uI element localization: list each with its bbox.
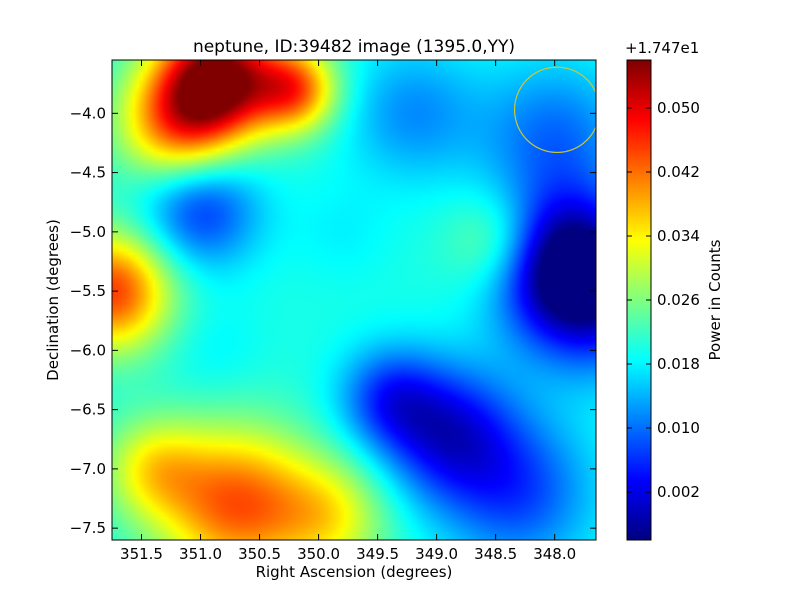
- x-tick-label: 348.0: [533, 545, 576, 563]
- colorbar-offset-label: +1.747e1: [625, 39, 699, 57]
- x-axis: 351.5 351.0 350.5 350.0 349.5 349.0 348.5 348.0: [120, 60, 576, 563]
- annotations: [513, 66, 596, 154]
- x-tick-label: 350.5: [238, 545, 281, 563]
- chart-title: neptune, ID:39482 image (1395.0,YY): [193, 37, 515, 57]
- colorbar-tick-label: 0.034: [657, 227, 700, 245]
- heatmap: [112, 60, 596, 540]
- colorbar-label: Power in Counts: [706, 239, 724, 360]
- y-tick-label: −7.0: [70, 460, 106, 478]
- y-tick-label: −7.5: [70, 519, 106, 537]
- x-tick-label: 349.5: [356, 545, 399, 563]
- colorbar-tick-label: 0.018: [657, 355, 700, 373]
- annotation-circle-0: [513, 66, 596, 154]
- colorbar-tick-label: 0.010: [657, 419, 700, 437]
- colorbar-tick-label: 0.050: [657, 99, 700, 117]
- colorbar-tick-label: 0.042: [657, 163, 700, 181]
- x-tick-label: 348.5: [474, 545, 517, 563]
- x-tick-label: 350.0: [297, 545, 340, 563]
- y-tick-label: −4.5: [70, 164, 106, 182]
- y-tick-label: −5.0: [70, 223, 106, 241]
- y-tick-label: −4.0: [70, 104, 106, 122]
- y-tick-label: −6.0: [70, 341, 106, 359]
- plot-frame: [111, 59, 597, 541]
- x-tick-label: 351.5: [120, 545, 163, 563]
- colorbar-tick-label: 0.002: [657, 483, 700, 501]
- y-tick-label: −6.5: [70, 401, 106, 419]
- y-tick-label: −5.5: [70, 282, 106, 300]
- x-tick-label: 351.0: [179, 545, 222, 563]
- colorbar-axis: 0.002 0.010 0.018 0.026 0.034 0.042 0.050: [627, 99, 700, 501]
- x-tick-label: 349.0: [415, 545, 458, 563]
- y-axis-label: Declination (degrees): [44, 219, 62, 381]
- heatmap-image: [112, 60, 596, 540]
- colorbar-tick-label: 0.026: [657, 291, 700, 309]
- x-axis-label: Right Ascension (degrees): [256, 563, 453, 581]
- y-axis: −4.0 −4.5 −5.0 −5.5 −6.0 −6.5 −7.0 −7.5: [70, 104, 596, 537]
